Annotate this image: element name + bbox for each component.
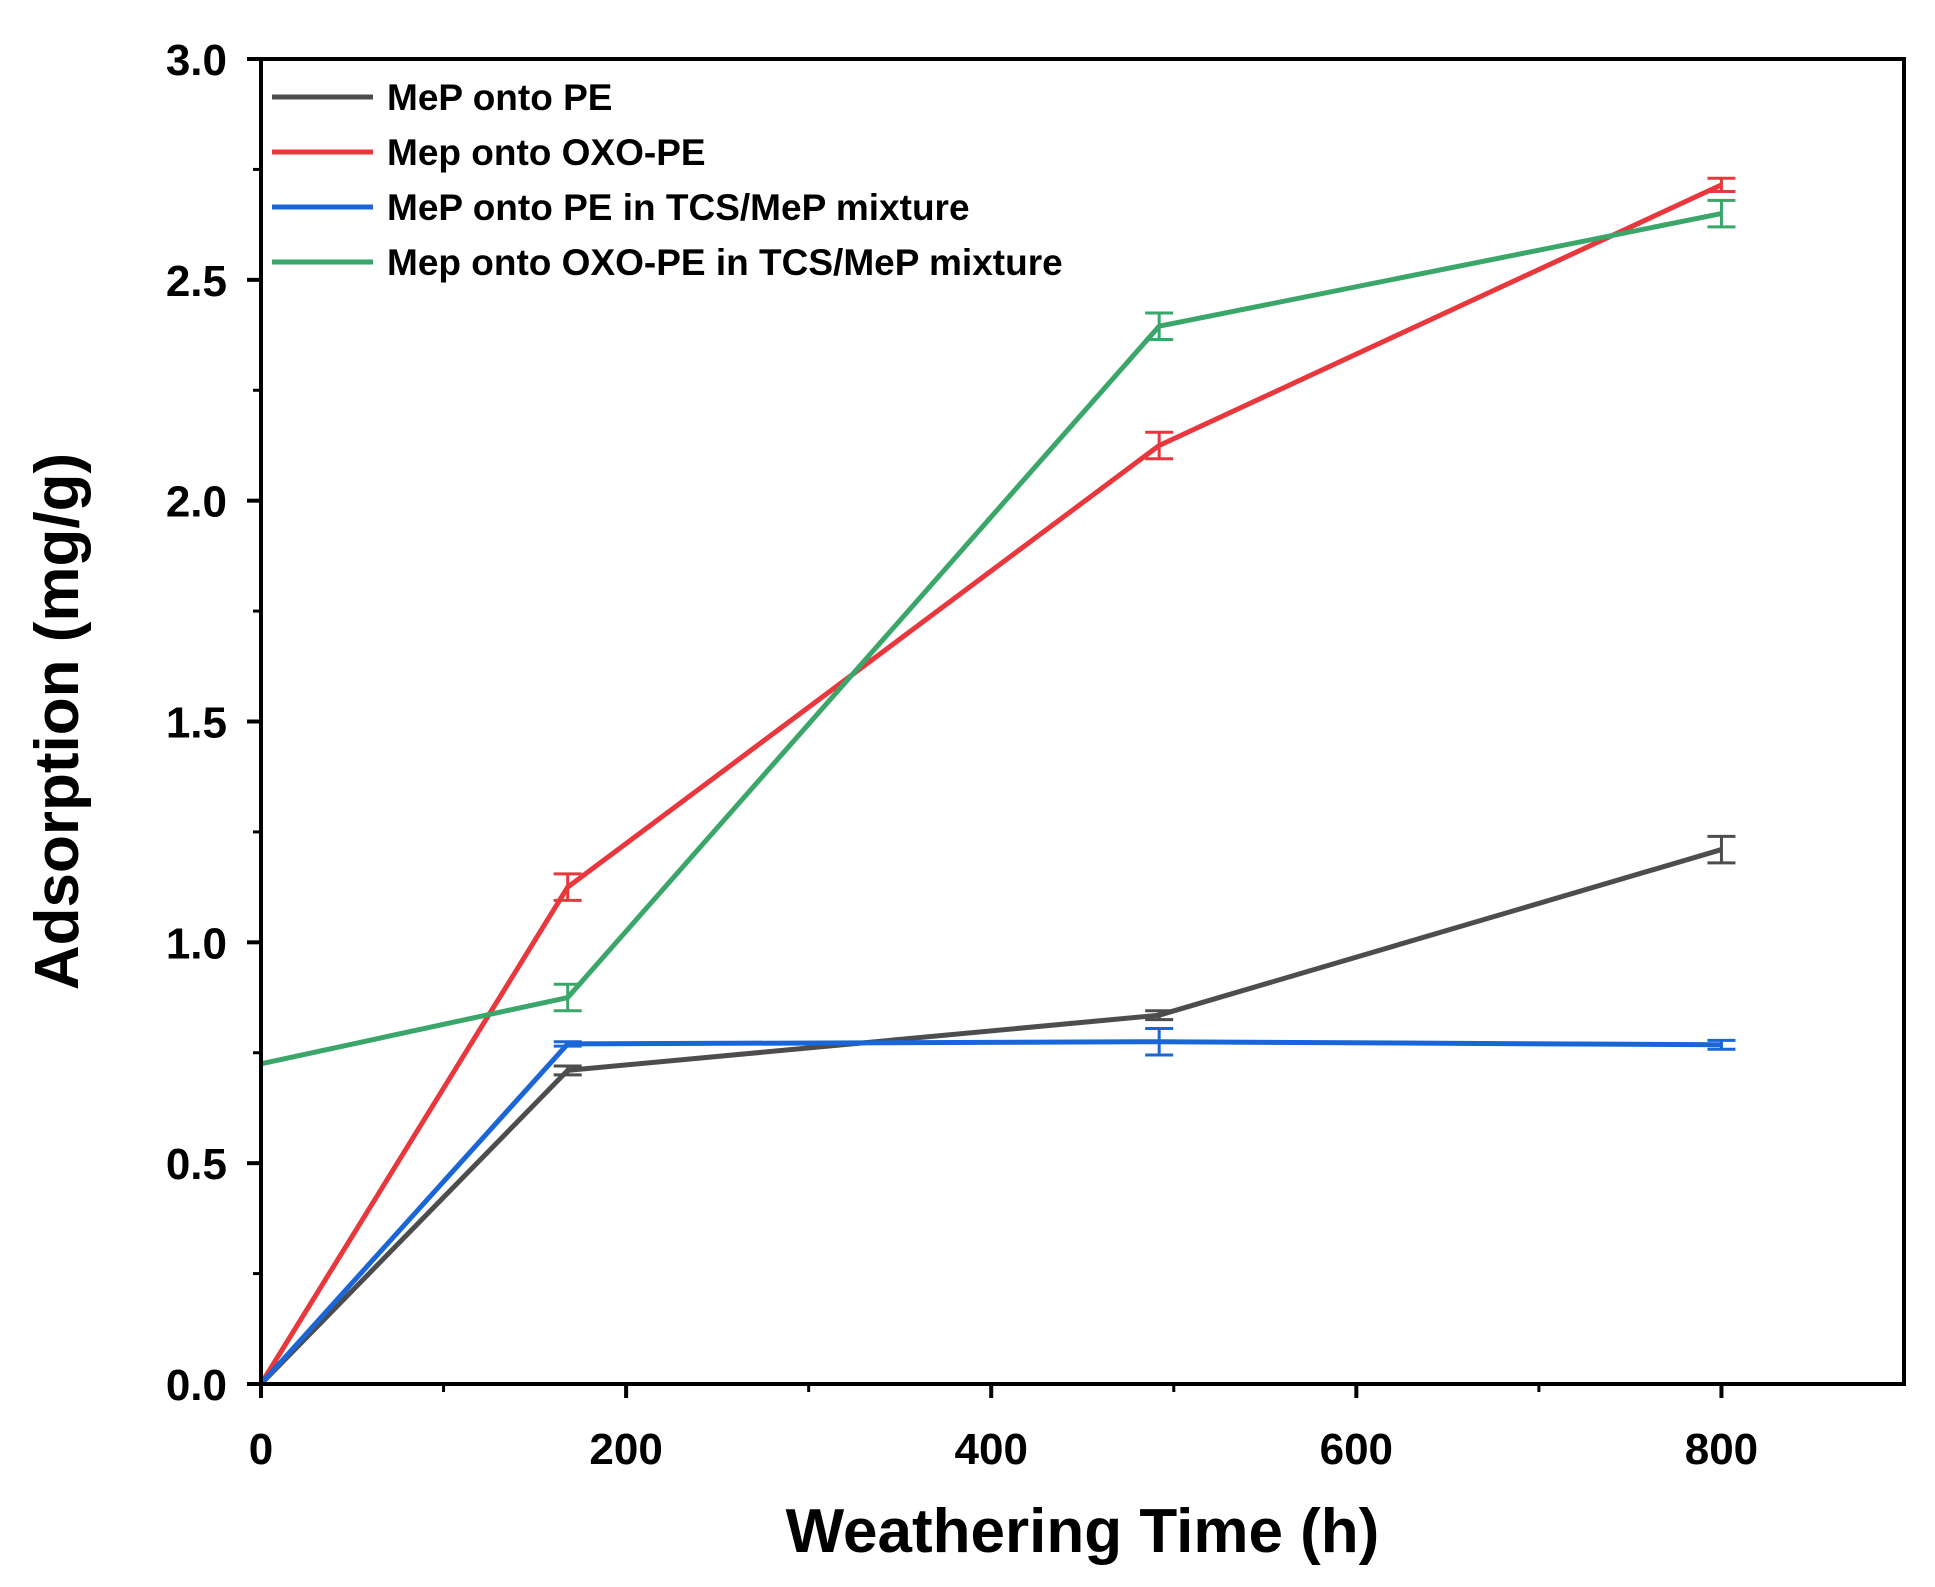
error-bar (1145, 430, 1174, 461)
series-line (258, 182, 1723, 1386)
x-tick-label: 0 (249, 1425, 273, 1474)
series-line (260, 211, 1722, 1067)
x-tick-label: 600 (1320, 1425, 1393, 1474)
error-bar (553, 982, 582, 1013)
legend-label: MeP onto PE (387, 77, 612, 118)
x-axis-title: Weathering Time (h) (786, 1497, 1380, 1566)
error-bar (1145, 1026, 1174, 1057)
x-tick-label: 800 (1685, 1425, 1758, 1474)
legend-label: MeP onto PE in TCS/MeP mixture (387, 187, 970, 228)
series-layer (258, 176, 1736, 1386)
y-tick-label: 3.0 (166, 36, 227, 85)
legend-label: Mep onto OXO-PE in TCS/MeP mixture (387, 242, 1063, 283)
legend: MeP onto PE Mep onto OXO-PE MeP onto PE in… (272, 77, 1063, 283)
series-line (259, 1039, 1722, 1386)
series-3 (259, 1026, 1736, 1386)
error-bar (1707, 1038, 1736, 1051)
legend-item: Mep onto OXO-PE in TCS/MeP mixture (272, 242, 1063, 283)
legend-label: Mep onto OXO-PE (387, 132, 706, 173)
y-tick-label: 1.5 (166, 699, 227, 748)
legend-item: MeP onto PE in TCS/MeP mixture (272, 187, 970, 228)
y-tick-label: 1.0 (166, 919, 227, 968)
series-2 (258, 176, 1736, 1386)
y-tick-label: 2.0 (166, 478, 227, 527)
x-tick-label: 200 (589, 1425, 662, 1474)
legend-item: Mep onto OXO-PE (272, 132, 706, 173)
error-bar (553, 1040, 582, 1048)
error-bar (1707, 834, 1736, 865)
error-bar (1707, 198, 1736, 229)
series-line (259, 847, 1723, 1386)
y-tick-label: 0.5 (166, 1140, 227, 1189)
x-tick-label: 400 (955, 1425, 1028, 1474)
series-1 (259, 834, 1736, 1386)
legend-item: MeP onto PE (272, 77, 612, 118)
error-bar (553, 1064, 582, 1077)
error-bar (1707, 176, 1736, 193)
y-tick-label: 2.5 (166, 257, 227, 306)
series-4 (260, 198, 1736, 1067)
y-tick-label: 0.0 (166, 1361, 227, 1410)
ticks-layer: 0 200 400 600 800 0.0 0.5 1.0 1.5 2.0 2.5 3.0 (166, 36, 1758, 1474)
y-axis-title: Adsorption (mg/g) (23, 453, 92, 990)
error-bar (1145, 311, 1174, 341)
error-bar (1145, 1009, 1174, 1022)
error-bar (553, 872, 582, 902)
